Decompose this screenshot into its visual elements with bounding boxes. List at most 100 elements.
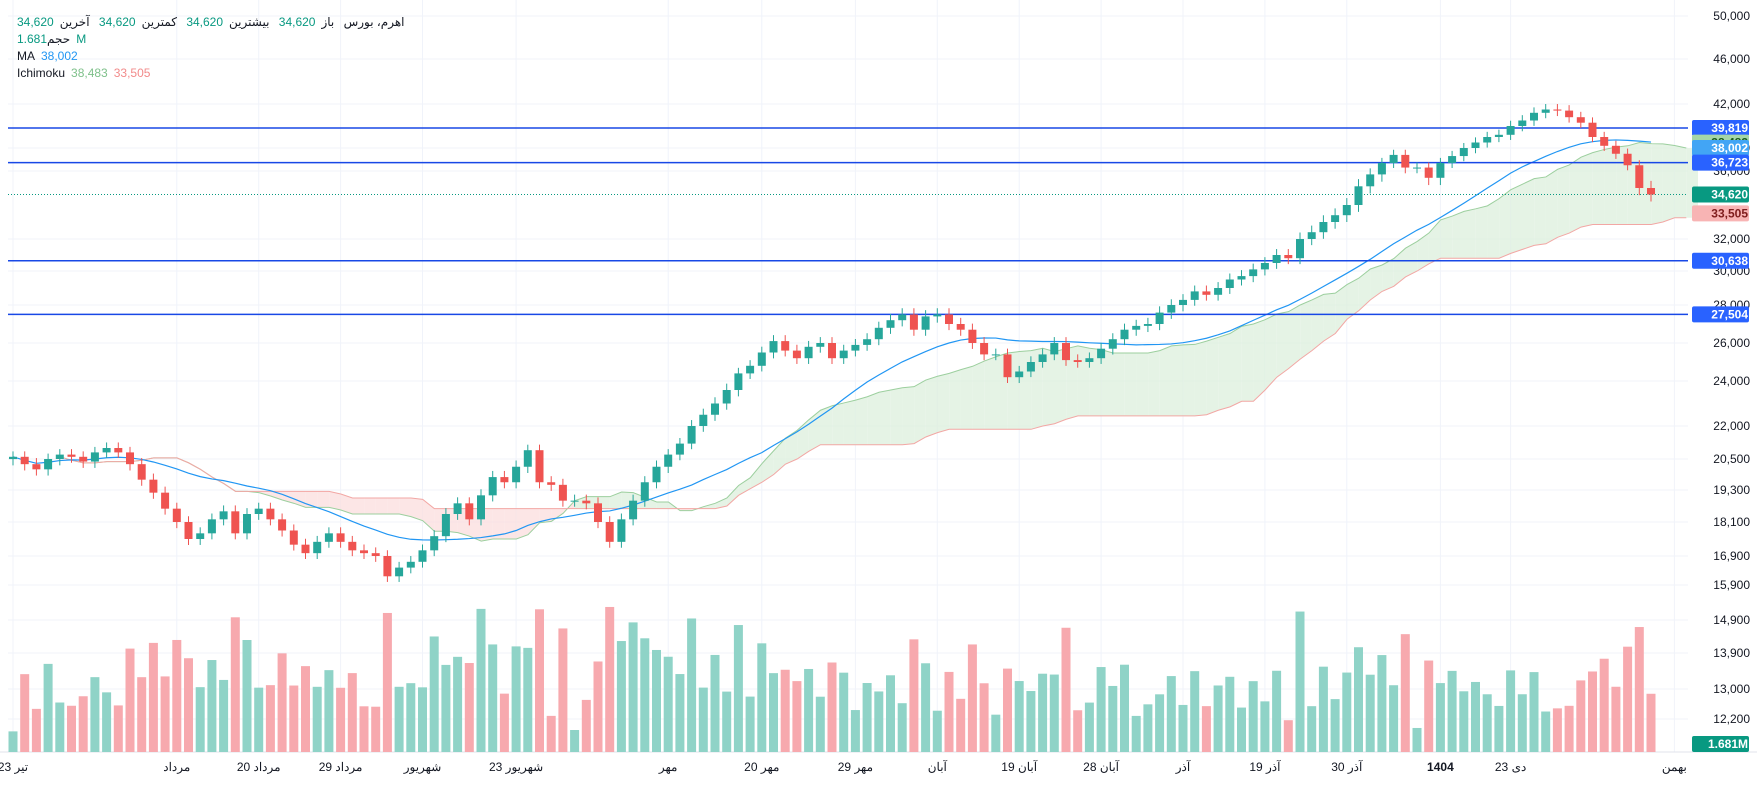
- candle: [535, 444, 544, 489]
- time-axis[interactable]: 23 تیر مرداد 20 مرداد 29 مرداد شهریور 23 شهری…: [0, 759, 1687, 774]
- candle-body: [1132, 325, 1141, 330]
- volume-bar: [874, 691, 884, 752]
- volume-bar: [254, 687, 264, 752]
- candle: [1015, 365, 1024, 384]
- volume-bar: [850, 710, 860, 752]
- candle: [1249, 263, 1258, 283]
- cloud-segment: [937, 373, 950, 433]
- volume-bar: [570, 730, 580, 752]
- candle-body: [1623, 153, 1632, 166]
- volume-bar: [289, 685, 299, 752]
- price-badge-bg: [1692, 306, 1749, 323]
- candle-body: [523, 450, 532, 467]
- candle-body: [90, 452, 99, 462]
- volume-bar: [558, 628, 568, 752]
- volume-bar: [1272, 670, 1282, 752]
- cloud-segment: [1452, 211, 1464, 259]
- candle-body: [816, 343, 825, 347]
- volume-bar: [1061, 627, 1071, 752]
- volume-bar: [944, 671, 954, 752]
- ichimoku-span-a-line: [59, 141, 1687, 542]
- candle: [1237, 270, 1246, 286]
- cloud-segment: [1311, 294, 1324, 351]
- high-label: بیشترین: [229, 15, 270, 29]
- candle-body: [1436, 162, 1445, 178]
- candle: [1155, 306, 1164, 331]
- volume-bar: [628, 622, 638, 752]
- price-badge-bg: [1692, 119, 1749, 136]
- ichimoku-span-a: 38,483: [71, 66, 108, 80]
- volume-bar: [1400, 634, 1410, 752]
- candle: [114, 442, 123, 458]
- candle: [874, 321, 883, 346]
- cloud-segment: [762, 450, 774, 483]
- candle: [1647, 180, 1655, 202]
- cloud-segment: [879, 390, 891, 445]
- volume-bar: [324, 670, 334, 752]
- low-value: 34,620: [98, 15, 136, 29]
- price-badge: 38,002: [1692, 139, 1749, 156]
- candle: [477, 489, 485, 526]
- candle: [769, 335, 778, 359]
- volume-bar: [102, 692, 112, 752]
- price-badge: 33,505: [1692, 205, 1749, 222]
- volume-badge: 1.681M: [1692, 736, 1749, 752]
- candle-body: [20, 456, 29, 465]
- y-tick-label: 42,000: [1713, 97, 1750, 111]
- candle-body: [1237, 276, 1246, 280]
- candle: [430, 530, 439, 557]
- candle: [1354, 179, 1363, 212]
- x-tick-label: 29 مهر: [838, 760, 873, 774]
- candle: [886, 313, 895, 334]
- price-badge: 36,723: [1692, 154, 1749, 171]
- volume-bar: [1354, 647, 1363, 752]
- candle-body: [1015, 371, 1024, 378]
- cloud-segment: [609, 492, 622, 509]
- cloud-segment: [1323, 293, 1336, 342]
- candle-body: [1611, 145, 1620, 154]
- candle-body: [1377, 162, 1386, 175]
- y-tick-label: 18,100: [1713, 515, 1750, 529]
- volume-bar: [780, 669, 790, 752]
- candle-body: [851, 344, 860, 351]
- candle-body: [1530, 112, 1538, 121]
- volume-bar: [1529, 672, 1539, 752]
- cloud-segment: [715, 498, 727, 509]
- candle-body: [395, 567, 404, 577]
- candle-body: [137, 464, 146, 480]
- candle: [570, 494, 579, 507]
- price-badge: 39,819: [1692, 119, 1749, 136]
- price-badge-bg: [1692, 252, 1749, 269]
- price-badge: 27,504: [1692, 306, 1749, 323]
- candle: [851, 338, 860, 357]
- candle: [617, 513, 626, 548]
- volume-bar: [616, 641, 626, 752]
- candle-body: [1214, 288, 1223, 295]
- candle: [1214, 282, 1223, 301]
- price-axis[interactable]: 50,00046,00042,00038,00036,00032,00030,0…: [1713, 9, 1750, 726]
- volume-bar: [757, 643, 767, 752]
- cloud-segment: [1042, 348, 1055, 426]
- volume-bar: [1166, 676, 1176, 752]
- candle-body: [441, 514, 450, 537]
- candle: [266, 502, 275, 526]
- candle: [512, 460, 521, 489]
- volume-bar: [862, 683, 872, 752]
- candle: [1260, 257, 1269, 276]
- candle-body: [102, 448, 111, 453]
- candle-body: [945, 314, 953, 324]
- volume-bar: [1108, 685, 1118, 752]
- y-tick-label: 20,500: [1713, 452, 1750, 466]
- cloud-segment: [1206, 337, 1219, 415]
- price-badge: 30,638: [1692, 252, 1749, 269]
- horizontal-levels[interactable]: [8, 127, 1688, 316]
- candle: [1506, 120, 1515, 140]
- cloud-segment: [1148, 350, 1160, 416]
- candle-body: [172, 508, 181, 522]
- volume-bar: [921, 663, 931, 752]
- cloud-segment: [387, 498, 400, 514]
- candle-body: [1635, 165, 1644, 188]
- volume-bar: [1599, 658, 1609, 752]
- volume-bar: [1248, 681, 1258, 752]
